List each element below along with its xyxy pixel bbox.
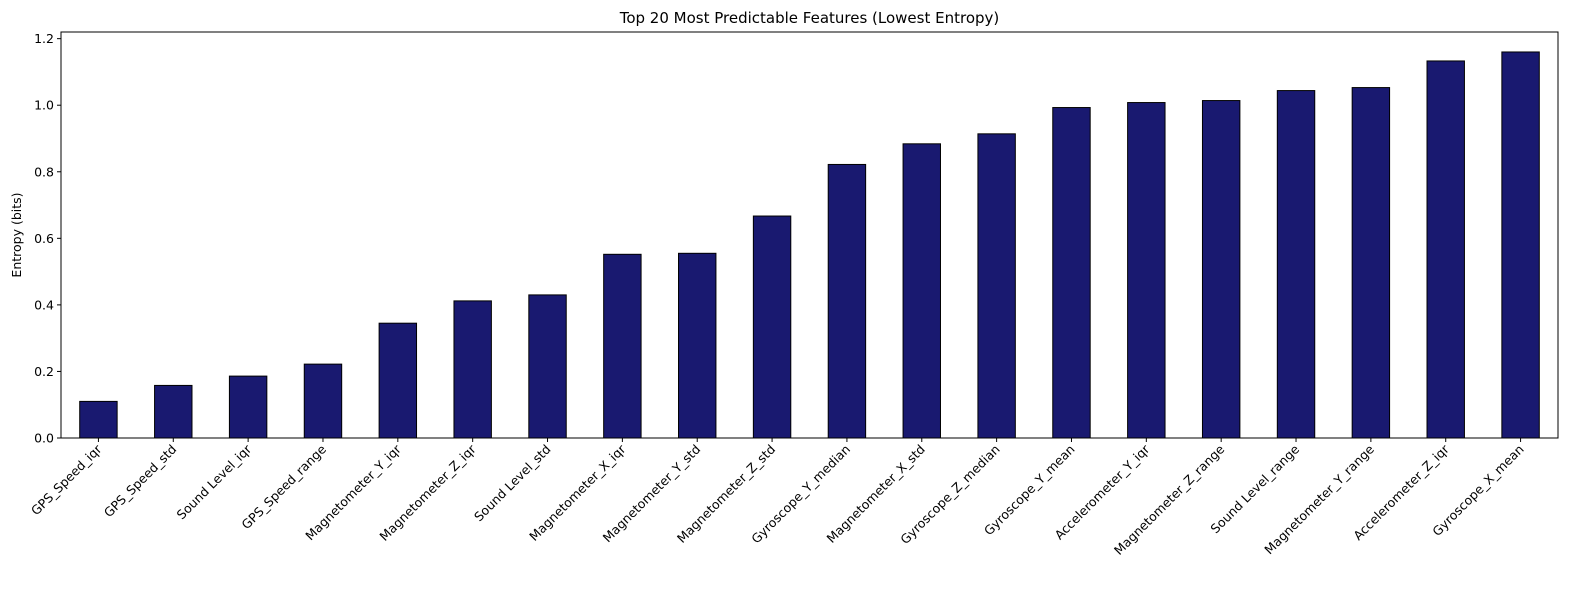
- y-tick-label: 0.0: [34, 431, 54, 446]
- chart-title: Top 20 Most Predictable Features (Lowest…: [619, 9, 1000, 27]
- bar-magnetometer-y-range: [1351, 87, 1391, 439]
- bar-sound-level-range: [1276, 90, 1316, 439]
- bar-magnetometer-y-std: [678, 252, 717, 439]
- bar-sound-level-std: [528, 294, 567, 439]
- bar-gps-speed-std: [154, 384, 193, 439]
- bar-magnetometer-z-std: [752, 215, 792, 439]
- y-tick-label: 1.2: [34, 31, 54, 46]
- bar-sound-level-iqr: [228, 375, 268, 439]
- y-tick-label: 0.4: [34, 297, 54, 312]
- y-tick-label: 0.6: [34, 231, 54, 246]
- x-tick-label: Sound Level_iqr: [174, 441, 255, 522]
- x-tick-label: GPS_Speed_std: [101, 442, 180, 521]
- bar-gps-speed-range: [303, 363, 343, 439]
- bar-magnetometer-x-std: [902, 143, 941, 439]
- bar-magnetometer-z-range: [1201, 100, 1241, 439]
- bar-gyroscope-z-median: [977, 133, 1016, 439]
- bar-magnetometer-y-iqr: [378, 322, 418, 439]
- bar-gyroscope-y-mean: [1052, 107, 1091, 439]
- y-axis-label: Entropy (bits): [9, 192, 24, 277]
- y-tick-label: 1.0: [34, 98, 54, 113]
- bar-gyroscope-x-mean: [1501, 51, 1540, 439]
- x-tick-label: Sound Level_std: [471, 442, 554, 525]
- bar-gps-speed-iqr: [79, 400, 118, 439]
- bar-gyroscope-y-median: [827, 163, 867, 439]
- bar-accelerometer-y-iqr: [1127, 102, 1166, 439]
- bar-magnetometer-x-iqr: [603, 253, 642, 439]
- bar-accelerometer-z-iqr: [1426, 60, 1465, 439]
- bars-group: [79, 51, 1540, 439]
- x-tick-label: GPS_Speed_iqr: [28, 441, 105, 518]
- y-tick-label: 0.2: [34, 364, 54, 379]
- plot-frame: [60, 31, 1559, 439]
- y-tick-label: 0.8: [34, 164, 54, 179]
- bar-magnetometer-z-iqr: [453, 300, 492, 439]
- y-axis-ticks: 0.0 0.2 0.4 0.6 0.8 1.0 1.2: [34, 31, 61, 446]
